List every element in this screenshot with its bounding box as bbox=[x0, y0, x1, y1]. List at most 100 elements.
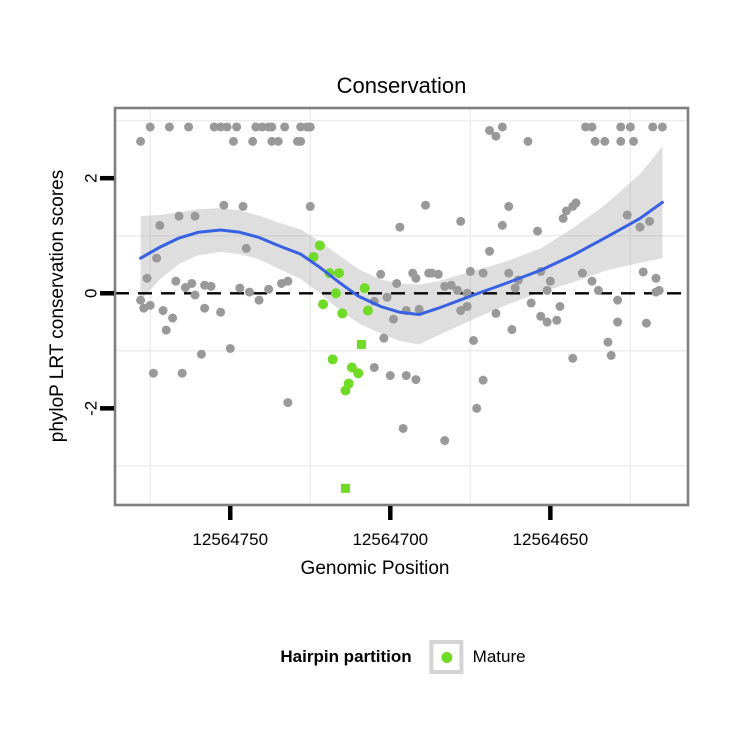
data-point bbox=[142, 273, 152, 283]
data-point bbox=[552, 315, 562, 325]
data-point bbox=[158, 306, 168, 316]
data-point bbox=[440, 436, 450, 446]
data-point bbox=[593, 285, 603, 295]
data-point bbox=[238, 201, 248, 211]
data-point bbox=[555, 302, 565, 311]
data-point bbox=[600, 136, 610, 146]
data-point bbox=[411, 273, 421, 283]
data-point-mature bbox=[353, 368, 364, 379]
data-point bbox=[273, 136, 283, 146]
data-point bbox=[485, 246, 495, 256]
data-point bbox=[641, 318, 651, 328]
data-point bbox=[469, 335, 479, 345]
data-point bbox=[280, 122, 290, 132]
legend-title: Hairpin partition bbox=[280, 647, 412, 666]
data-point bbox=[411, 375, 421, 385]
data-point bbox=[414, 304, 424, 314]
data-point bbox=[267, 122, 277, 132]
legend-key-box bbox=[429, 640, 464, 674]
mature-point-icon bbox=[441, 651, 453, 663]
data-point bbox=[184, 122, 194, 132]
data-point bbox=[568, 353, 578, 363]
x-tick-label: 12564750 bbox=[192, 530, 268, 549]
data-point bbox=[283, 276, 293, 286]
data-point-mature bbox=[314, 240, 325, 251]
data-point bbox=[635, 222, 645, 232]
data-point bbox=[155, 220, 165, 230]
data-point bbox=[200, 303, 210, 313]
data-point bbox=[222, 122, 232, 132]
data-point bbox=[478, 268, 488, 278]
data-point bbox=[244, 287, 254, 297]
data-point-mature bbox=[337, 308, 348, 319]
data-point bbox=[645, 216, 655, 226]
data-point bbox=[456, 216, 466, 226]
data-point bbox=[190, 211, 200, 221]
data-point bbox=[587, 276, 597, 286]
data-point bbox=[542, 285, 552, 295]
data-point bbox=[536, 311, 546, 321]
data-point bbox=[510, 283, 520, 293]
data-point bbox=[440, 281, 450, 291]
data-point bbox=[478, 375, 488, 385]
y-axis-title: phyloP LRT conservation scores bbox=[47, 169, 68, 443]
data-point bbox=[657, 122, 667, 132]
data-point bbox=[177, 368, 187, 378]
data-point-mature bbox=[362, 305, 373, 316]
data-point bbox=[392, 278, 402, 288]
data-point-mature bbox=[327, 354, 338, 365]
data-point bbox=[305, 122, 315, 132]
plot-panel bbox=[115, 108, 688, 505]
data-point bbox=[296, 136, 306, 146]
data-point bbox=[206, 281, 216, 291]
data-point bbox=[542, 317, 552, 327]
data-point bbox=[196, 349, 206, 359]
data-point bbox=[180, 283, 190, 293]
chart-title: Conservation bbox=[336, 73, 467, 98]
data-point bbox=[267, 136, 277, 146]
data-point bbox=[491, 308, 501, 318]
smooth-line bbox=[139, 200, 664, 317]
data-point-mature bbox=[334, 268, 345, 279]
data-point bbox=[248, 136, 258, 146]
data-point bbox=[651, 273, 661, 283]
x-axis-title: Genomic Position bbox=[300, 558, 450, 579]
data-point bbox=[577, 268, 587, 278]
data-point bbox=[526, 298, 536, 308]
data-point bbox=[497, 122, 507, 132]
legend-label-mature: Mature bbox=[472, 647, 526, 666]
x-tick-label: 12564700 bbox=[352, 530, 428, 549]
data-point bbox=[187, 278, 197, 288]
data-point bbox=[257, 122, 267, 132]
data-point bbox=[139, 303, 149, 313]
data-point bbox=[369, 362, 379, 372]
data-point bbox=[648, 122, 658, 132]
data-point bbox=[561, 206, 571, 216]
data-point bbox=[613, 295, 623, 305]
data-point bbox=[385, 371, 395, 381]
data-point bbox=[462, 302, 472, 311]
data-point bbox=[228, 136, 238, 146]
data-point bbox=[216, 307, 226, 317]
data-point bbox=[136, 295, 146, 305]
y-tick-label: -2 bbox=[82, 401, 101, 416]
data-point bbox=[590, 136, 600, 146]
data-point-mature bbox=[340, 385, 351, 396]
data-point bbox=[168, 313, 178, 323]
data-point bbox=[504, 201, 514, 211]
data-point bbox=[171, 276, 181, 286]
data-point-mature-square bbox=[340, 483, 350, 493]
data-point-mature bbox=[359, 283, 370, 294]
data-point bbox=[545, 276, 555, 286]
data-point bbox=[241, 243, 251, 253]
data-point bbox=[558, 213, 568, 223]
data-point bbox=[209, 122, 219, 132]
data-point bbox=[622, 210, 632, 220]
data-point bbox=[638, 267, 648, 277]
data-point bbox=[161, 325, 171, 335]
data-point bbox=[485, 125, 495, 135]
data-point-mature bbox=[346, 362, 357, 373]
data-point bbox=[388, 314, 398, 324]
y-tick-label: 0 bbox=[82, 289, 101, 298]
